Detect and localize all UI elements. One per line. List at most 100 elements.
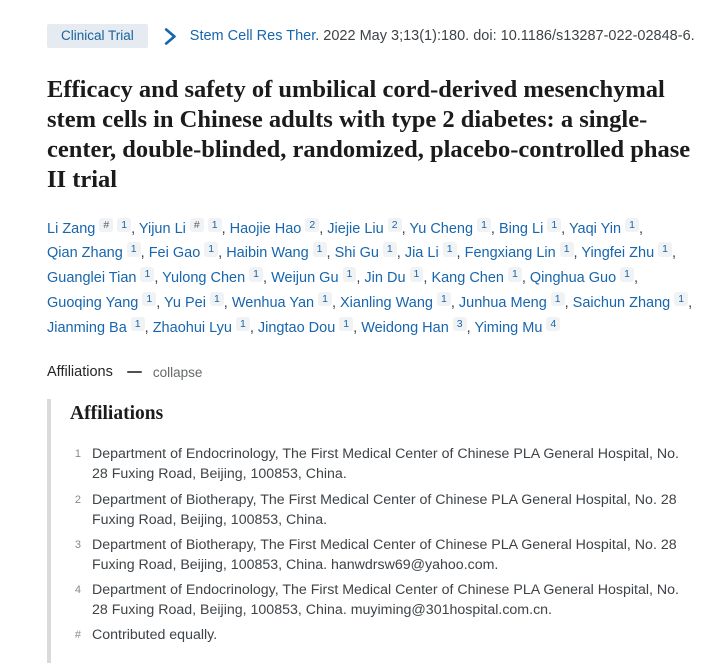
author-separator: , bbox=[140, 245, 149, 262]
author-link[interactable]: Yijun Li bbox=[138, 220, 186, 237]
affiliation-ref[interactable]: 1 bbox=[318, 292, 332, 307]
affiliation-item: 4 Department of Endocrinology, The First … bbox=[70, 580, 692, 620]
affiliation-text: Department of Biotherapy, The First Medi… bbox=[92, 491, 677, 528]
author-link[interactable]: Yiming Mu bbox=[474, 320, 543, 337]
affiliation-number: 1 bbox=[74, 448, 81, 461]
affiliation-ref[interactable]: 1 bbox=[342, 267, 357, 282]
author: Yulong Chen 1 bbox=[162, 267, 264, 287]
author: Jianming Ba 1 bbox=[47, 317, 145, 337]
affiliation-item: # Contributed equally. bbox=[70, 625, 692, 645]
affiliation-ref[interactable]: 2 bbox=[387, 217, 402, 232]
affiliation-ref[interactable]: 1 bbox=[339, 317, 354, 332]
collapse-label[interactable]: collapse bbox=[152, 364, 203, 380]
author-link[interactable]: Saichun Zhang bbox=[572, 295, 671, 312]
author-link[interactable]: Yu Cheng bbox=[409, 220, 474, 237]
author: Jin Du 1 bbox=[364, 267, 424, 287]
affiliation-ref[interactable]: 1 bbox=[508, 267, 522, 282]
affiliation-ref[interactable]: 1 bbox=[117, 217, 132, 232]
author: Yijun Li #1 bbox=[138, 217, 222, 237]
author-separator: , bbox=[156, 295, 165, 312]
author-link[interactable]: Kang Chen bbox=[431, 270, 504, 287]
affiliation-ref[interactable]: 1 bbox=[382, 242, 397, 257]
author-separator: , bbox=[356, 270, 365, 287]
author-link[interactable]: Xianling Wang bbox=[340, 295, 433, 312]
minus-icon[interactable] bbox=[126, 370, 142, 374]
author-link[interactable]: Weidong Han bbox=[361, 320, 449, 337]
author-separator: , bbox=[263, 270, 272, 287]
author-link[interactable]: Jianming Ba bbox=[47, 320, 127, 337]
author-separator: , bbox=[564, 295, 573, 312]
author: Haibin Wang 1 bbox=[226, 242, 327, 262]
author-separator: , bbox=[221, 220, 230, 237]
author-link[interactable]: Zhaohui Lyu bbox=[152, 320, 232, 337]
author-separator: , bbox=[144, 320, 153, 337]
affiliation-ref[interactable]: 1 bbox=[204, 242, 219, 257]
affiliation-text: Department of Biotherapy, The First Medi… bbox=[92, 536, 677, 573]
affiliation-ref[interactable]: 1 bbox=[207, 217, 222, 232]
equal-contribution-marker[interactable]: # bbox=[99, 217, 114, 232]
affiliation-ref[interactable]: 1 bbox=[209, 292, 224, 307]
author-link[interactable]: Jin Du bbox=[364, 270, 406, 287]
author-link[interactable]: Fei Gao bbox=[148, 245, 201, 262]
author-link[interactable]: Haojie Hao bbox=[229, 220, 302, 237]
author-separator: , bbox=[450, 295, 459, 312]
author-link[interactable]: Jingtao Dou bbox=[257, 320, 336, 337]
journal-link[interactable]: Stem Cell Res Ther bbox=[189, 28, 316, 44]
affiliation-item: 2 Department of Biotherapy, The First Med… bbox=[70, 490, 692, 530]
affiliation-ref[interactable]: 1 bbox=[625, 217, 639, 232]
author: Bing Li 1 bbox=[498, 217, 562, 237]
author: Fei Gao 1 bbox=[148, 242, 219, 262]
affiliation-ref[interactable]: 1 bbox=[235, 317, 250, 332]
affiliation-ref[interactable]: 1 bbox=[140, 267, 155, 282]
author-separator: , bbox=[423, 270, 432, 287]
affiliation-number: 4 bbox=[74, 584, 81, 597]
author-link[interactable]: Wenhua Yan bbox=[231, 295, 315, 312]
author-link[interactable]: Yulong Chen bbox=[162, 270, 246, 287]
author-separator: , bbox=[671, 245, 677, 262]
author-link[interactable]: Yu Pei bbox=[164, 295, 206, 312]
author-link[interactable]: Bing Li bbox=[498, 220, 544, 237]
author-link[interactable]: Guanglei Tian bbox=[47, 270, 137, 287]
author-link[interactable]: Qinghua Guo bbox=[529, 270, 617, 287]
affiliation-ref[interactable]: 1 bbox=[142, 292, 157, 307]
affiliation-ref[interactable]: 1 bbox=[547, 217, 562, 232]
affiliation-ref[interactable]: 1 bbox=[674, 292, 689, 307]
author-separator: , bbox=[331, 295, 341, 312]
affiliation-ref[interactable]: 1 bbox=[442, 242, 457, 257]
author-link[interactable]: Haibin Wang bbox=[226, 245, 309, 262]
affiliation-number: # bbox=[74, 629, 81, 642]
affiliation-ref[interactable]: 1 bbox=[477, 217, 491, 232]
author-link[interactable]: Shi Gu bbox=[334, 245, 379, 262]
author-link[interactable]: Li Zang bbox=[47, 220, 96, 237]
affiliation-ref[interactable]: 1 bbox=[312, 242, 327, 257]
author-link[interactable]: Yingfei Zhu bbox=[581, 245, 655, 262]
affiliation-ref[interactable]: 1 bbox=[249, 267, 264, 282]
author-link[interactable]: Junhua Meng bbox=[458, 295, 547, 312]
affiliation-ref[interactable]: 1 bbox=[620, 267, 635, 282]
affiliation-ref[interactable]: 1 bbox=[559, 242, 574, 257]
author: Yiming Mu 4 bbox=[474, 317, 561, 337]
affiliation-ref[interactable]: 1 bbox=[436, 292, 451, 307]
author-link[interactable]: Jia Li bbox=[404, 245, 439, 262]
affiliation-ref[interactable]: 4 bbox=[546, 317, 561, 332]
author-separator: , bbox=[401, 220, 410, 237]
affiliation-ref[interactable]: 1 bbox=[658, 242, 672, 257]
affiliations-toggle[interactable]: Affiliations collapse bbox=[47, 364, 695, 380]
affiliation-ref[interactable]: 1 bbox=[126, 242, 141, 257]
author-link[interactable]: Yaqi Yin bbox=[568, 220, 622, 237]
author-link[interactable]: Qian Zhang bbox=[47, 245, 123, 262]
affiliation-ref[interactable]: 1 bbox=[409, 267, 424, 282]
author: Li Zang #1 bbox=[47, 217, 132, 237]
affiliation-ref[interactable]: 3 bbox=[452, 317, 467, 332]
author: Yingfei Zhu 1 bbox=[581, 242, 672, 262]
author-link[interactable]: Guoqing Yang bbox=[47, 295, 139, 312]
author-separator: , bbox=[634, 270, 639, 287]
author-link[interactable]: Weijun Gu bbox=[271, 270, 339, 287]
affiliation-ref[interactable]: 2 bbox=[305, 217, 320, 232]
equal-contribution-marker[interactable]: # bbox=[189, 217, 204, 232]
affiliation-ref[interactable]: 1 bbox=[550, 292, 565, 307]
author-link[interactable]: Fengxiang Lin bbox=[464, 245, 556, 262]
author-link[interactable]: Jiejie Liu bbox=[327, 220, 384, 237]
affiliations-toggle-label: Affiliations bbox=[47, 364, 113, 381]
affiliation-ref[interactable]: 1 bbox=[130, 317, 145, 332]
